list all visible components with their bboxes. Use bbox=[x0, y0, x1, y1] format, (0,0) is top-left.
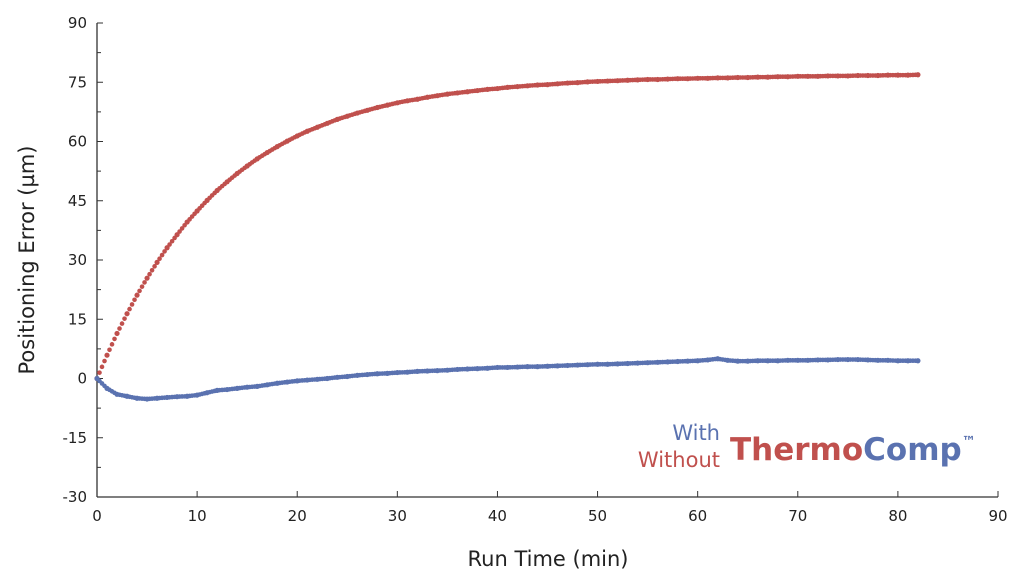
x-tick-label: 10 bbox=[188, 507, 207, 525]
data-point-interp bbox=[137, 288, 142, 294]
data-point bbox=[915, 72, 921, 78]
x-tick-label: 30 bbox=[388, 507, 407, 525]
x-tick-label: 0 bbox=[92, 507, 102, 525]
y-tick-label: 0 bbox=[77, 370, 87, 388]
brand-comp: Comp bbox=[863, 432, 962, 468]
x-tick-label: 40 bbox=[488, 507, 507, 525]
x-tick-label: 20 bbox=[288, 507, 307, 525]
x-tick-label: 50 bbox=[588, 507, 607, 525]
data-point-interp bbox=[112, 336, 117, 342]
x-tick-label: 80 bbox=[888, 507, 907, 525]
data-point-interp bbox=[169, 238, 175, 244]
data-point-interp bbox=[107, 347, 112, 353]
y-axis-title: Positioning Error (µm) bbox=[15, 146, 39, 375]
data-point-interp bbox=[179, 226, 185, 231]
data-point-interp bbox=[132, 297, 137, 303]
y-tick-label: 15 bbox=[68, 310, 87, 328]
data-point bbox=[144, 275, 150, 281]
data-point-interp bbox=[129, 302, 135, 307]
data-point-interp bbox=[127, 306, 132, 312]
data-point-interp bbox=[147, 271, 152, 277]
data-point-interp bbox=[157, 256, 162, 262]
data-point-interp bbox=[162, 249, 167, 254]
x-tick-label: 90 bbox=[988, 507, 1007, 525]
data-point bbox=[114, 330, 120, 337]
data-point bbox=[104, 352, 110, 358]
legend: With Without ThermoComp™ bbox=[638, 421, 976, 472]
data-point-interp bbox=[97, 370, 102, 375]
data-point-interp bbox=[117, 326, 122, 331]
y-tick-label: -15 bbox=[63, 429, 88, 447]
legend-brand: ThermoComp™ bbox=[730, 432, 976, 468]
y-tick-label: 90 bbox=[68, 14, 87, 32]
y-tick-label: 30 bbox=[68, 251, 87, 269]
data-point-interp bbox=[167, 242, 172, 247]
data-point-interp bbox=[102, 358, 107, 364]
data-point-interp bbox=[99, 364, 105, 370]
legend-without-label: Without bbox=[638, 448, 720, 472]
y-tick-label: 60 bbox=[68, 133, 87, 151]
data-point-interp bbox=[142, 280, 147, 285]
legend-with-label: With bbox=[672, 421, 720, 445]
data-point-interp bbox=[159, 252, 165, 258]
brand-thermo: Thermo bbox=[730, 432, 863, 468]
series-without bbox=[94, 72, 921, 382]
y-tick-label: 75 bbox=[68, 73, 87, 91]
x-tick-label: 70 bbox=[788, 507, 807, 525]
data-point-interp bbox=[177, 229, 182, 234]
data-point-interp bbox=[109, 342, 115, 347]
x-axis-title: Run Time (min) bbox=[468, 547, 629, 571]
data-point-interp bbox=[149, 267, 155, 273]
series-with bbox=[94, 356, 921, 402]
data-point bbox=[915, 358, 921, 364]
data-point-interp bbox=[119, 321, 125, 326]
data-point bbox=[124, 311, 130, 317]
data-point bbox=[134, 292, 140, 298]
y-tick-label: -30 bbox=[63, 488, 88, 506]
data-points bbox=[94, 72, 921, 402]
data-point-interp bbox=[122, 316, 127, 321]
data-point-interp bbox=[139, 284, 145, 289]
data-point-interp bbox=[152, 264, 157, 269]
axes: -30 -15 0 15 30 45 60 75 90 0 10 20 30 40 50 60 70 80 90 bbox=[63, 14, 1008, 525]
brand-trademark: ™ bbox=[962, 434, 976, 450]
x-tick-label: 60 bbox=[688, 507, 707, 525]
y-tick-label: 45 bbox=[68, 192, 87, 210]
data-point bbox=[154, 259, 160, 265]
